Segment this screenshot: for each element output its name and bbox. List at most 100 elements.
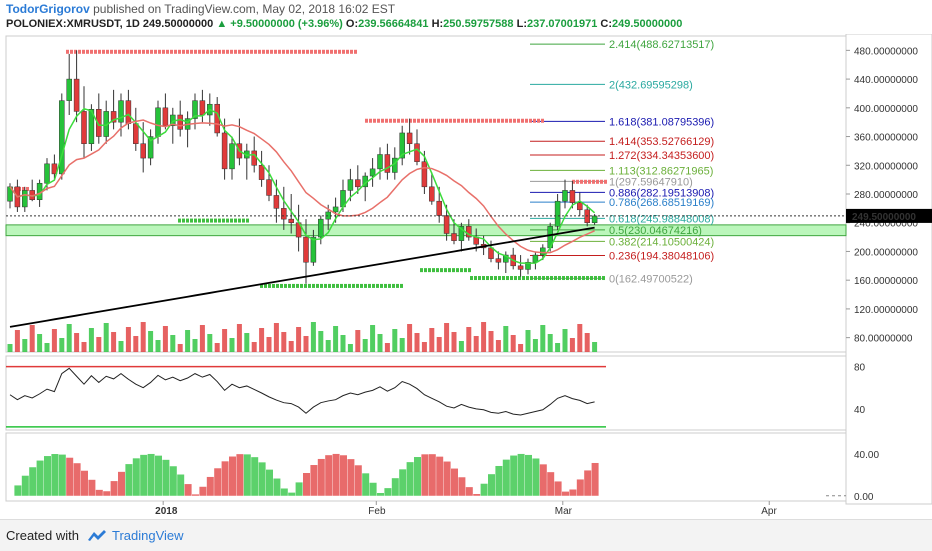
time-axis[interactable]: 2018FebMarAprMayJunJu	[155, 501, 932, 517]
momentum-bar	[473, 494, 481, 496]
momentum-bar	[199, 486, 207, 496]
resistance-marker	[322, 49, 325, 54]
resistance-marker	[346, 49, 349, 54]
volume-bar	[74, 333, 80, 352]
support-marker	[312, 283, 315, 288]
resistance-marker	[389, 118, 392, 123]
price-panel[interactable]: 2.414(488.62713517) 2(432.69595298) 1.618(…	[5, 39, 847, 352]
candle-up	[332, 206, 339, 213]
momentum-bar	[273, 478, 281, 496]
price-tick-label: 120.00000000	[854, 305, 918, 316]
resistance-marker	[86, 49, 89, 54]
panel-frame-1	[5, 355, 847, 431]
momentum-bar	[132, 458, 140, 496]
chart-area[interactable]: 2.414(488.62713517) 2(432.69595298) 1.618(…	[0, 34, 932, 519]
support-marker	[510, 276, 513, 281]
momentum-bar	[532, 458, 540, 496]
resistance-marker	[433, 118, 436, 123]
fib-label: 2.414(488.62713517)	[609, 39, 714, 51]
resistance-marker	[533, 118, 536, 123]
support-marker	[356, 283, 359, 288]
momentum-bar	[525, 454, 532, 496]
volume-bar	[251, 342, 257, 352]
support-marker	[352, 283, 355, 288]
candle-down	[96, 109, 102, 137]
resistance-marker	[465, 118, 468, 123]
support-marker	[464, 268, 467, 273]
fib-label: 0.886(282.19513908)	[609, 187, 714, 199]
momentum-bar	[517, 453, 525, 496]
candle-up	[318, 218, 324, 238]
oscillator-panel[interactable]: 80 40	[6, 363, 866, 428]
momentum-bar	[539, 464, 547, 496]
candle-down	[288, 218, 294, 223]
symbol-label[interactable]: POLONIEX:XMRUSDT, 1D	[6, 18, 140, 30]
momentum-bar	[354, 465, 362, 496]
price-tick-label: 240.00000000	[854, 219, 918, 230]
momentum-panel[interactable]: 40.00 0.00	[14, 450, 879, 503]
support-marker	[194, 218, 197, 223]
author-link[interactable]: TodorGrigorov	[6, 2, 90, 16]
momentum-tick-label: 0.00	[854, 492, 874, 503]
volume-bar	[29, 325, 35, 352]
resistance-marker	[290, 49, 293, 54]
last-price-box	[846, 208, 932, 223]
support-marker	[304, 283, 307, 288]
candle-down	[73, 78, 80, 112]
support-marker	[182, 218, 185, 223]
volume-bar	[177, 344, 183, 352]
volume-bar	[481, 322, 487, 352]
support-marker	[360, 283, 363, 288]
resistance-marker	[385, 118, 388, 123]
resistance-marker	[437, 118, 440, 123]
resistance-marker	[441, 118, 444, 123]
resistance-marker	[425, 118, 428, 123]
momentum-bar	[206, 476, 214, 496]
ma-fast-line	[9, 107, 596, 264]
support-marker	[566, 276, 569, 281]
price-axis[interactable]: 480.00000000 440.00000000 400.00000000 360.…	[6, 46, 932, 345]
resistance-marker	[497, 118, 500, 123]
volume-bar	[229, 338, 235, 352]
momentum-bar	[14, 485, 22, 496]
support-marker	[602, 276, 605, 281]
resistance-marker	[98, 49, 101, 54]
support-marker	[268, 283, 271, 288]
resistance-marker	[102, 49, 105, 54]
candle-up	[369, 168, 376, 177]
momentum-bar	[584, 470, 592, 496]
support-marker	[598, 276, 601, 281]
momentum-bar	[125, 464, 133, 496]
candle-up	[540, 247, 546, 256]
last-price: 249.50000000	[142, 18, 214, 30]
volume-bar	[370, 325, 376, 352]
support-marker	[444, 268, 447, 273]
support-marker	[296, 283, 299, 288]
volume-bar	[96, 337, 102, 352]
volume-bar	[66, 324, 72, 352]
fib-label: 1.113(312.86271965)	[609, 165, 713, 177]
tradingview-brand[interactable]: TradingView	[112, 528, 184, 543]
resistance-marker	[186, 49, 189, 54]
support-marker	[288, 283, 291, 288]
resistance-marker	[294, 49, 297, 54]
volume-bar	[244, 333, 250, 352]
candle-up	[591, 215, 598, 223]
resistance-marker	[170, 49, 173, 54]
support-marker	[272, 283, 275, 288]
support-marker	[308, 283, 311, 288]
momentum-bar	[103, 491, 111, 496]
candle-down	[488, 247, 494, 259]
resistance-marker	[477, 118, 480, 123]
price-tick-label: 280.00000000	[854, 190, 918, 201]
high-value: 250.59757588	[443, 18, 514, 30]
candle-up	[532, 254, 539, 263]
momentum-bar	[118, 471, 125, 496]
volume-bar	[185, 330, 191, 352]
momentum-bar	[399, 469, 407, 496]
candle-down	[140, 143, 146, 159]
volume-bar	[569, 338, 575, 352]
momentum-bar	[480, 483, 488, 496]
resistance-marker	[70, 49, 73, 54]
volume-bar	[222, 329, 228, 352]
